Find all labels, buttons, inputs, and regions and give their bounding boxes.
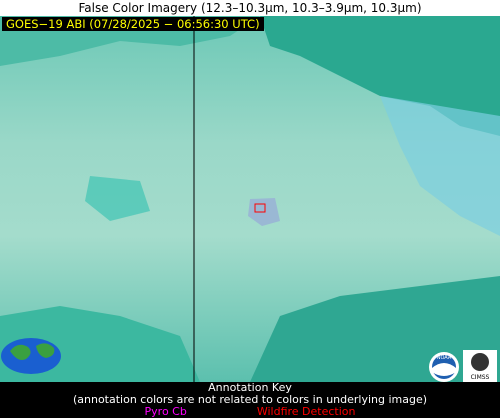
wildfire-detection-box [254,203,266,213]
cloud-region [85,176,150,221]
satellite-image: NOAA CIMSS [0,16,500,382]
timestamp-label: GOES−19 ABI (07/28/2025 − 06:56:30 UTC) [2,17,264,31]
annotation-key: Annotation Key (annotation colors are no… [0,382,500,418]
key-note: (annotation colors are not related to co… [72,393,428,406]
noaa-text: NOAA [437,355,452,361]
globe-logo [1,338,61,374]
noaa-logo: NOAA [429,352,459,382]
cimss-text: CIMSS [471,374,490,381]
image-title: False Color Imagery (12.3–10.3µm, 10.3–3… [78,1,422,15]
key-item: Pyro Cb [144,405,187,418]
cloud-region [380,96,500,236]
key-items: Pyro Cb Wildfire Detection [0,406,500,418]
key-title: Annotation Key [208,381,292,394]
key-item: Wildfire Detection [256,405,356,418]
cimss-logo: CIMSS [463,350,497,382]
